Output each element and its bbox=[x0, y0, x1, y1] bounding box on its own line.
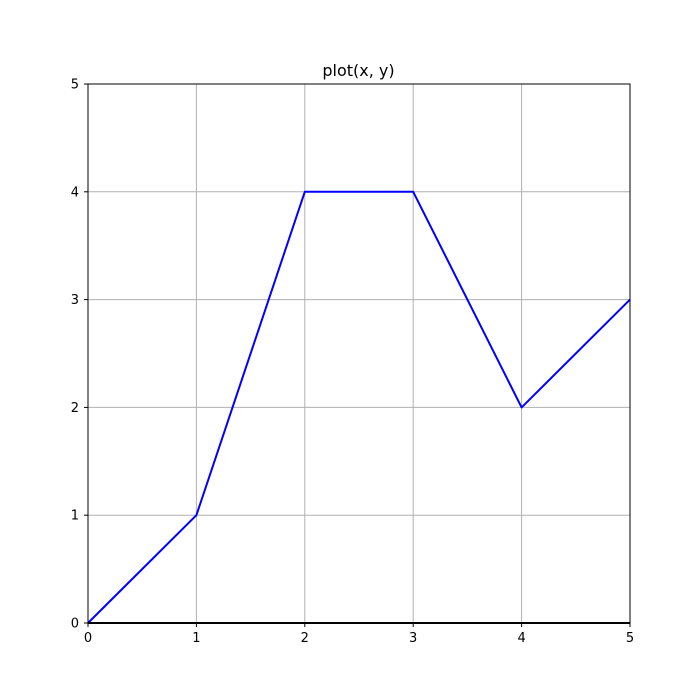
chart-title: plot(x, y) bbox=[322, 61, 394, 80]
y-tick-label: 0 bbox=[71, 617, 79, 632]
y-tick-label: 5 bbox=[71, 78, 79, 93]
y-tick-label: 4 bbox=[71, 185, 79, 200]
x-tick-label: 3 bbox=[409, 631, 417, 646]
y-axis-ticks: 0 1 2 3 4 5 bbox=[71, 78, 88, 632]
x-tick-label: 0 bbox=[84, 631, 92, 646]
y-tick-label: 3 bbox=[71, 293, 79, 308]
x-tick-label: 5 bbox=[626, 631, 634, 646]
plot-area-frame bbox=[87, 83, 631, 624]
x-tick-label: 2 bbox=[301, 631, 309, 646]
series-layer bbox=[87, 190, 631, 624]
x-tick-label: 1 bbox=[192, 631, 200, 646]
x-axis-ticks: 0 1 2 3 4 5 bbox=[84, 623, 634, 646]
y-tick-label: 2 bbox=[71, 401, 79, 416]
x-tick-label: 4 bbox=[517, 631, 525, 646]
series-line-0 bbox=[87, 190, 631, 624]
y-tick-label: 1 bbox=[71, 509, 79, 524]
